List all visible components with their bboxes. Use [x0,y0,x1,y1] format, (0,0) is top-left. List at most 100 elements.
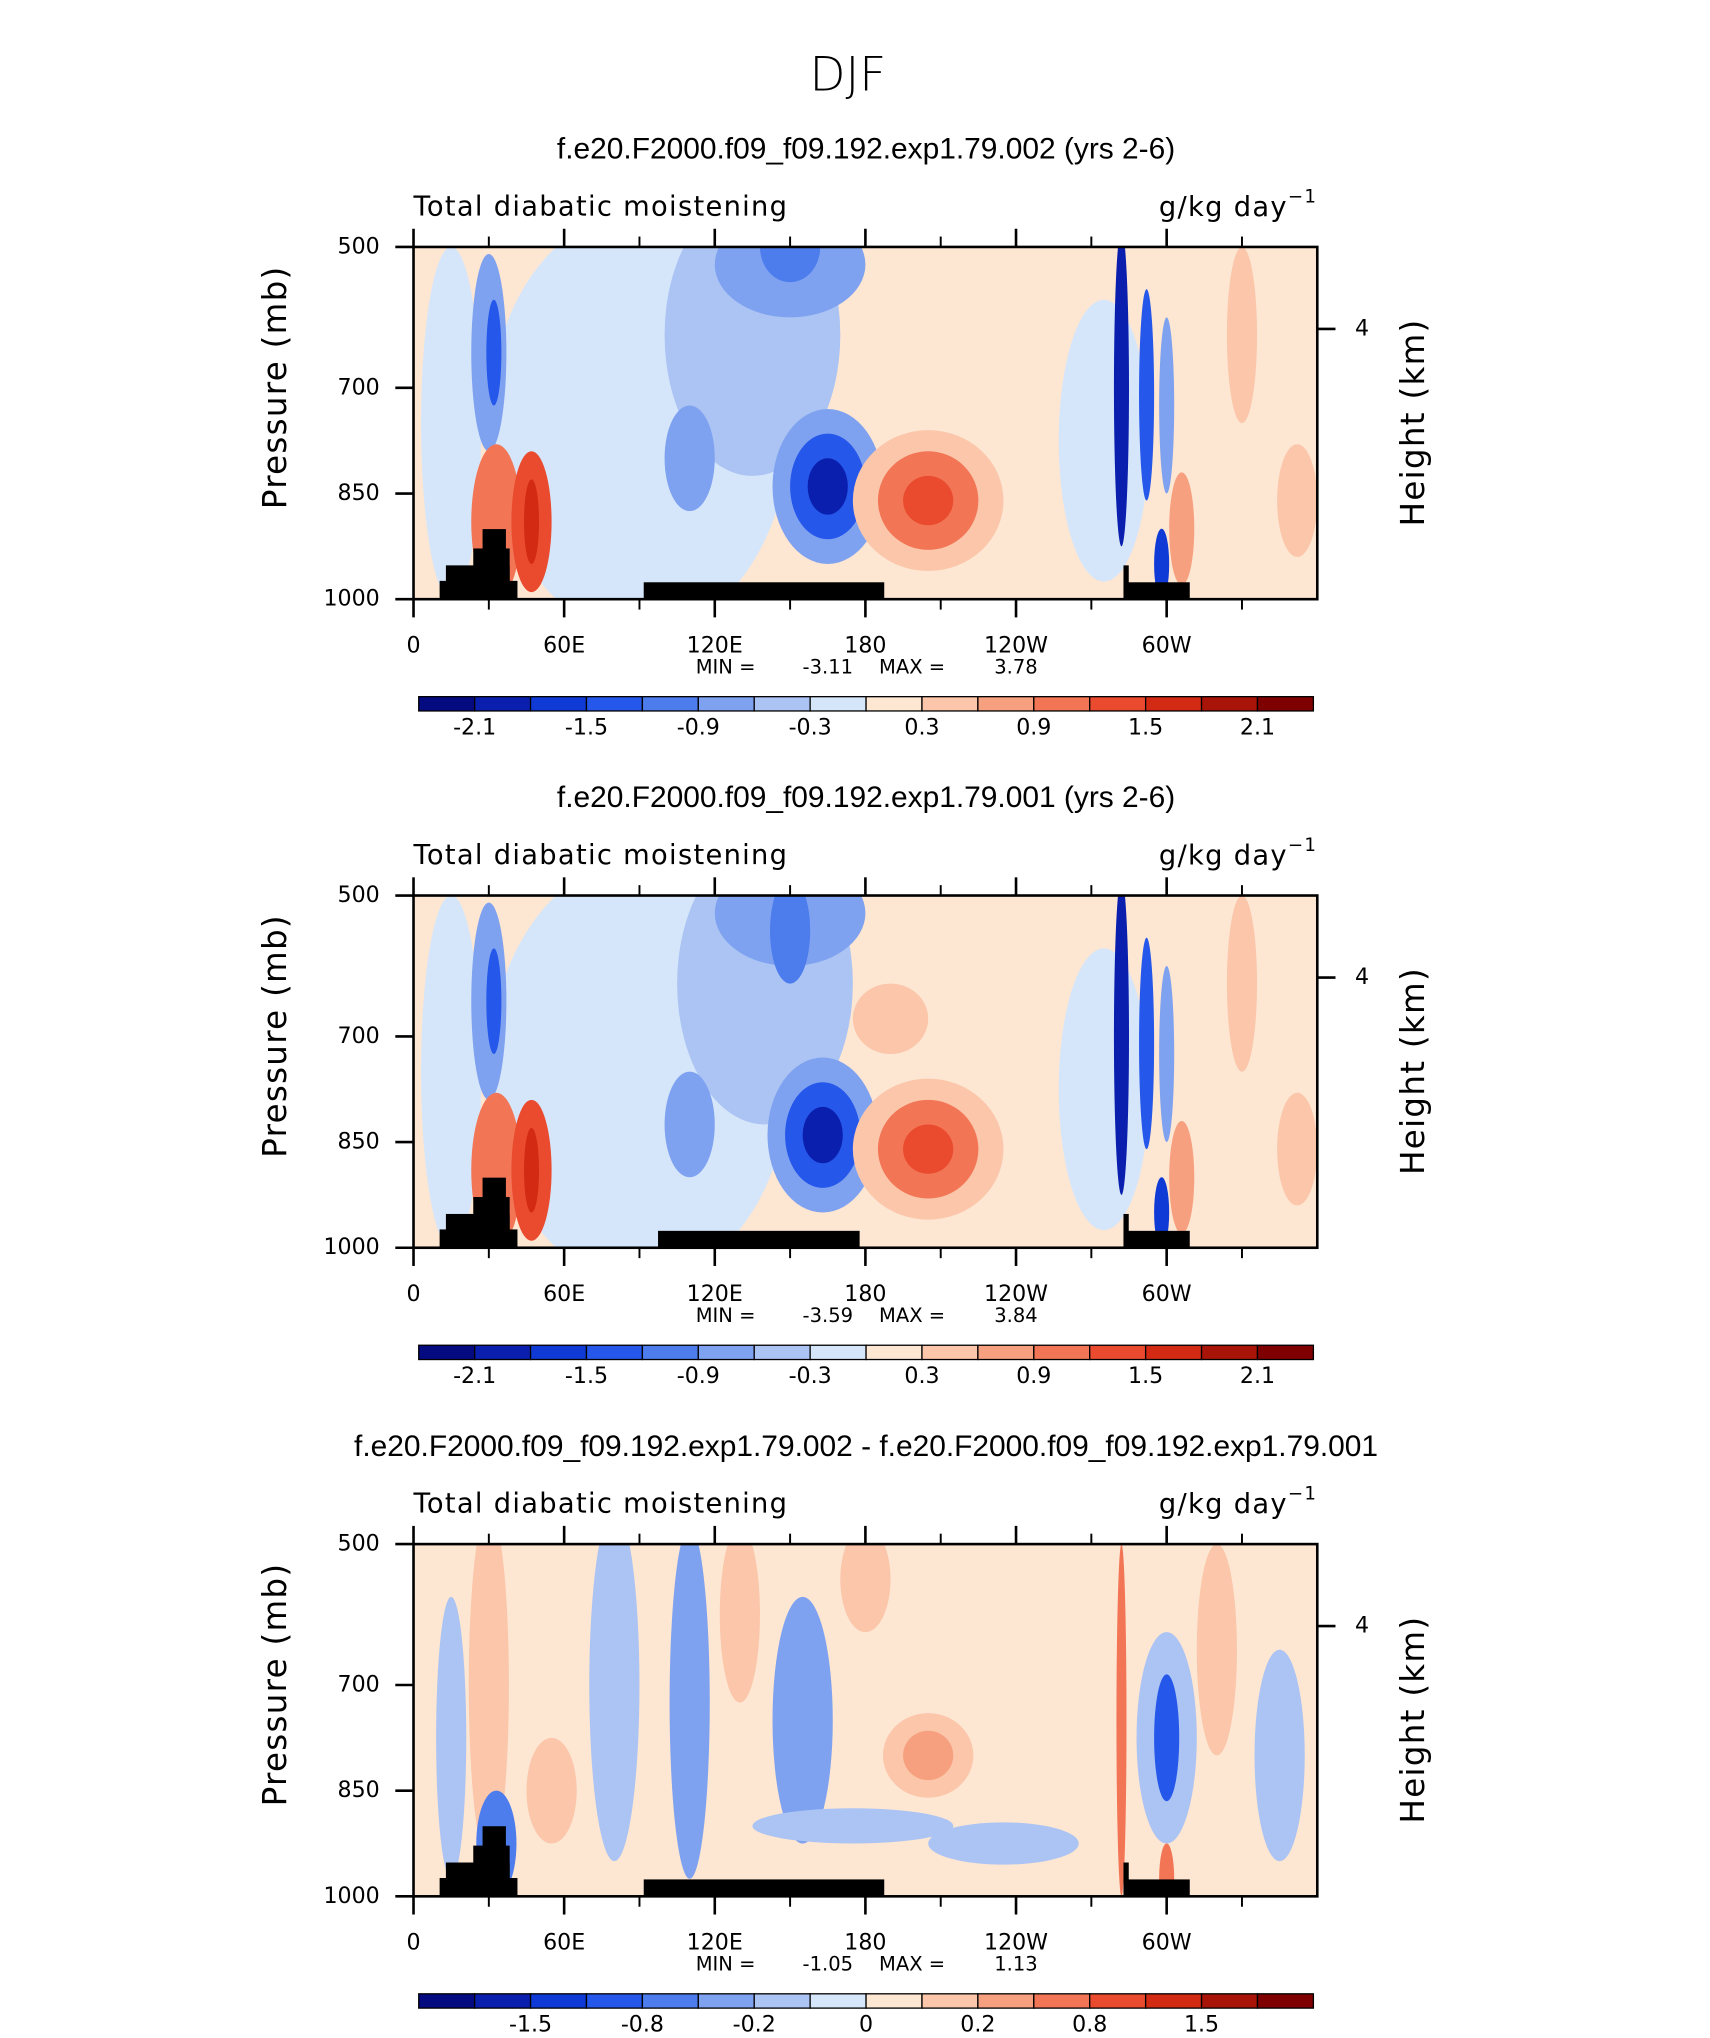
y-axis-label: Pressure (mb) [256,266,294,510]
colorbar-label: 1.5 [1128,1363,1163,1389]
colorbar-label: -0.2 [733,2012,776,2038]
colorbar-label: 0.8 [1072,2012,1107,2038]
colorbar-box [529,696,588,712]
topography [482,1177,506,1248]
y-tick-label: 850 [338,1129,380,1155]
topography [1123,1879,1190,1897]
contour-fill [1116,1544,1127,1897]
colorbar-box [1256,1344,1315,1361]
topography [643,1879,885,1897]
field [413,1544,1318,1897]
y-tick-label: 500 [338,233,380,259]
x-tick-label: 120E [687,632,743,658]
y-tick-label: 850 [338,1777,380,1803]
contour-fill [589,1544,640,1862]
contour-fill [526,1737,577,1844]
colorbar-label: -1.5 [565,1363,608,1389]
contour-fill [1159,965,1175,1143]
contour-fill [421,895,482,1248]
topography [658,1230,860,1248]
x-tick-label: 60W [1142,1281,1192,1307]
colorbar-box [809,696,867,712]
colorbar-box [977,1993,1035,2009]
colorbar-label: 0.2 [960,2012,995,2038]
colorbar-box [418,1993,476,2009]
colorbar-box [585,1344,644,1361]
page-title: DJF [809,48,886,102]
y2-axis-label: Height (km) [1394,1616,1432,1824]
colorbar-box [1033,1993,1091,2009]
max-label: MAX = [879,1953,945,1976]
colorbar-box [1089,1993,1147,2009]
x-tick-label: 120W [984,1281,1048,1307]
colorbar-box [977,696,1035,712]
x-tick-label: 120E [687,1930,743,1956]
min-value: -3.11 [803,656,853,679]
units-text: g/kg day [1159,1489,1288,1520]
x-tick-label: 60E [543,1930,585,1956]
min-value: -3.59 [803,1304,853,1327]
max-value: 1.13 [994,1953,1037,1976]
units-exponent: −1 [1288,835,1317,856]
colorbar-box [809,1344,867,1361]
contour-fill [1113,895,1129,1195]
contour-fill [669,1544,710,1879]
colorbar-box [753,1344,811,1361]
contour-fill [1277,1092,1318,1206]
y-tick-label: 1000 [323,1234,379,1260]
x-tick-label: 60E [543,632,585,658]
y-tick-label: 850 [338,480,380,506]
colorbar-label: 1.5 [1184,2012,1219,2038]
contour-fill [1254,1649,1305,1862]
contour-fill [772,1596,833,1844]
colorbar-box [1200,1344,1259,1361]
y2-axis-label: Height (km) [1394,967,1432,1175]
topography [1123,582,1190,600]
contour-fill [852,983,929,1055]
y-tick-label: 1000 [323,586,379,612]
y2-tick-label: 4 [1355,964,1369,990]
min-label: MIN = [696,1304,756,1327]
colorbar-box [1256,1993,1315,2009]
y-tick-label: 1000 [323,1883,379,1909]
contour-fill [1159,317,1175,494]
topography [1123,565,1129,600]
colorbar-box [697,1344,755,1361]
colorbar-box [753,1993,811,2009]
colorbar-box [473,1993,532,2009]
x-tick-label: 180 [844,1281,886,1307]
colorbar-label: -0.3 [789,714,832,740]
field [413,246,1318,600]
y2-tick-label: 4 [1355,1613,1369,1639]
colorbar-box [418,1344,476,1361]
colorbar-box [641,696,699,712]
panel-title: f.e20.F2000.f09_f09.192.exp1.79.001 (yrs… [557,781,1175,814]
min-label: MIN = [696,656,756,679]
colorbar-box [418,696,476,712]
colorbar-label: -1.5 [565,714,608,740]
contour-fill [1169,1120,1195,1234]
contour-fill [802,1106,843,1164]
colorbar-label: 0.3 [904,1363,939,1389]
x-tick-label: 120W [984,632,1048,658]
colorbar-box [1033,696,1091,712]
topography [643,582,885,600]
x-tick-label: 60E [543,1281,585,1307]
contour-fill [1226,246,1258,424]
panel-title: f.e20.F2000.f09_f09.192.exp1.79.002 (yrs… [557,133,1175,166]
contour-fill [1058,948,1150,1231]
contour-fill [807,458,848,515]
colorbar-box [1200,1993,1259,2009]
colorbar-box [1144,696,1203,712]
colorbar-box [865,1993,923,2009]
contour-fill [486,299,502,406]
contour-fill [436,1596,467,1879]
colorbar-label: -0.3 [789,1363,832,1389]
contour-fill [719,1544,760,1703]
colorbar-box [697,696,755,712]
colorbar-box [1200,696,1259,712]
field [413,895,1318,1248]
colorbar-box [1144,1344,1203,1361]
colorbar-box [529,1993,588,2009]
